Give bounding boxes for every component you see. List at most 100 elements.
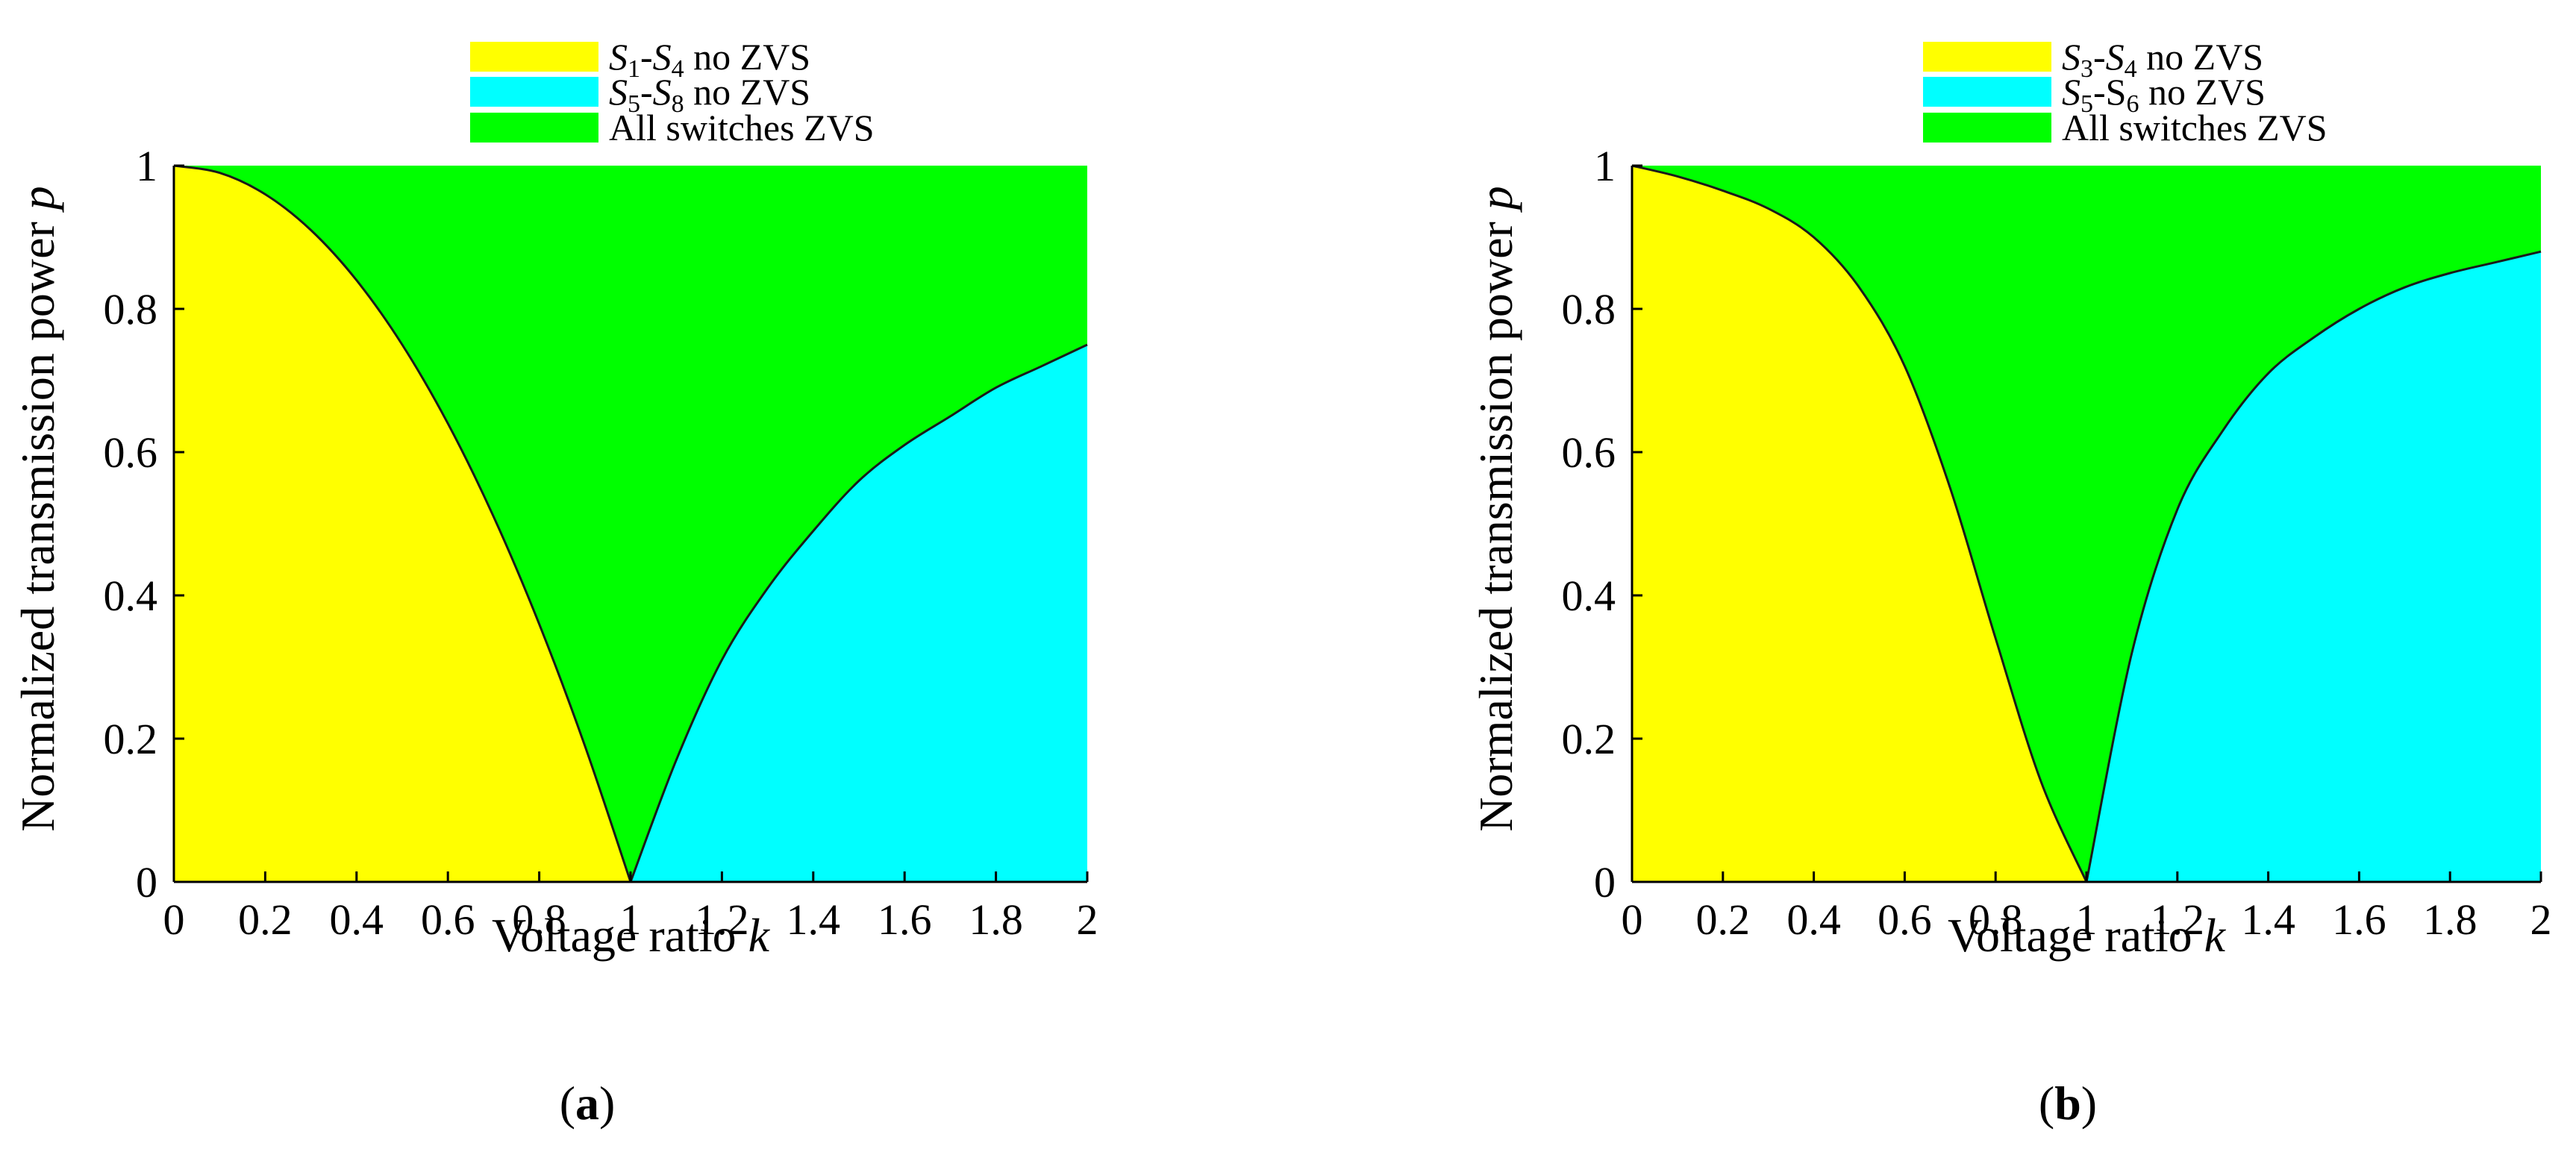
region-s5-s8-no-zvs (631, 345, 1087, 882)
legend-swatch (1923, 42, 2051, 72)
legend-symbol: S (653, 71, 672, 113)
legend-symbol: S (2062, 71, 2081, 113)
legend-subscript: 6 (2126, 90, 2139, 118)
legend-entry: S1-S4 no ZVS (609, 36, 810, 83)
panel-caption-letter: a (575, 1077, 599, 1130)
x-tick-label: 0.2 (238, 895, 293, 944)
boundary-line-s5-s6-no-zvs (2085, 250, 2542, 883)
x-axis-label: Voltage ratio k (1948, 909, 2227, 962)
panel-b: 0 0.2 0.4 0.6 0.8 1 1.2 1.4 1.6 1.8 2 0 0.2 0.4 0.6 0.8… (1469, 36, 2552, 1130)
legend-separator: -S (2093, 71, 2126, 113)
x-tick-label: 0 (163, 895, 185, 944)
x-tick-label: 0.2 (1696, 895, 1751, 944)
legend-entry: All switches ZVS (609, 107, 875, 148)
x-axis-label: Voltage ratio k (492, 909, 771, 962)
x-axis-label-text: Voltage ratio (492, 909, 748, 962)
panel-caption: (a) (560, 1077, 616, 1130)
x-tick-label: 1.6 (878, 895, 932, 944)
legend-rest: no ZVS (684, 71, 810, 113)
x-tick-label: 0.4 (1786, 895, 1841, 944)
region-s1-s4-no-zvs (174, 166, 631, 882)
x-tick-label: 1 (2076, 895, 2098, 944)
x-tick-label: 0.4 (330, 895, 384, 944)
y-tick-label: 1 (136, 142, 157, 190)
x-tick-label: 0.8 (1969, 895, 2023, 944)
x-tick-label: 2 (2530, 895, 2552, 944)
boundary-line-s3-s4-no-zvs (1631, 164, 2088, 883)
legend-separator: - (640, 36, 653, 78)
legend-subscript: 4 (672, 55, 684, 83)
legend-rest: no ZVS (2137, 36, 2263, 78)
legend-subscript: 5 (2081, 90, 2093, 118)
legend-subscript: 1 (628, 55, 640, 83)
panel-caption: (b) (2039, 1077, 2097, 1130)
legend-subscript: 5 (628, 90, 640, 118)
panel-caption-paren: ( (560, 1077, 575, 1130)
x-axis-label-var: k (748, 909, 771, 962)
x-tick-label: 1.2 (2151, 895, 2205, 944)
legend-entry: S5-S8 no ZVS (609, 71, 810, 118)
legend-swatch (1923, 113, 2051, 143)
region-s5-s6-no-zvs (2086, 251, 2541, 882)
y-tick-label: 0.8 (104, 285, 158, 334)
legend-subscript: 8 (672, 90, 684, 118)
panel-caption-paren: ) (2081, 1077, 2097, 1130)
region-s3-s4-no-zvs (1632, 166, 2086, 882)
y-tick-label: 0.4 (104, 572, 158, 620)
legend-separator: - (640, 71, 653, 113)
panel-a: 0 0.2 0.4 0.6 0.8 1 1.2 1.4 1.6 1.8 2 0 0.2 0.4 0.6 0.8… (11, 36, 1098, 1130)
legend-symbol: S (2062, 36, 2081, 78)
x-tick-label: 1.4 (2241, 895, 2295, 944)
legend-subscript: 3 (2081, 55, 2093, 83)
panel-caption-paren: ) (599, 1077, 615, 1130)
legend-separator: - (2093, 36, 2106, 78)
legend-swatch (470, 77, 598, 107)
legend-symbol: S (609, 71, 628, 113)
x-tick-label: 0.8 (512, 895, 566, 944)
x-tick-label: 1.8 (2423, 895, 2477, 944)
y-tick-label: 0 (1594, 858, 1616, 907)
legend-swatch (470, 113, 598, 143)
x-tick-label: 1 (620, 895, 642, 944)
y-tick-label: 0 (136, 858, 157, 907)
legend-text: All switches ZVS (609, 107, 875, 148)
y-axis-label-text: Normalized transmission power (11, 210, 64, 832)
boundary-line-s5-s8-no-zvs (629, 343, 1088, 883)
legend-entry: S3-S4 no ZVS (2062, 36, 2263, 83)
panel-caption-letter: b (2054, 1077, 2081, 1130)
x-tick-label: 2 (1077, 895, 1098, 944)
y-tick-label: 0.2 (1562, 715, 1616, 763)
legend-subscript: 4 (2125, 55, 2137, 83)
x-tick-label: 0 (1622, 895, 1643, 944)
y-tick-label: 0.6 (1562, 428, 1616, 477)
y-axis-label: Normalized transmission power p (11, 186, 64, 832)
x-tick-label: 1.6 (2332, 895, 2386, 944)
y-axis-label-text: Normalized transmission power (1469, 210, 1522, 832)
y-tick-label: 0.8 (1562, 285, 1616, 334)
legend-rest: no ZVS (2139, 71, 2265, 113)
legend-rest: no ZVS (684, 36, 810, 78)
legend-entry: All switches ZVS (2062, 107, 2328, 148)
y-axis-label-var: p (11, 186, 64, 213)
legend-text: All switches ZVS (2062, 107, 2328, 148)
y-tick-label: 0.6 (104, 428, 158, 477)
legend-symbol: S (653, 36, 672, 78)
x-tick-label: 1.2 (695, 895, 749, 944)
y-tick-label: 0.2 (104, 715, 158, 763)
y-tick-label: 1 (1594, 142, 1616, 190)
x-tick-label: 0.6 (421, 895, 475, 944)
boundary-line-s1-s4-no-zvs (173, 164, 632, 883)
y-axis-label-var: p (1469, 186, 1522, 213)
x-tick-label: 1.8 (969, 895, 1023, 944)
legend-swatch (1923, 77, 2051, 107)
legend-symbol: S (2106, 36, 2125, 78)
x-tick-label: 0.6 (1878, 895, 1932, 944)
y-tick-label: 0.4 (1562, 572, 1616, 620)
legend-symbol: S (609, 36, 628, 78)
y-axis-label: Normalized transmission power p (1469, 186, 1522, 832)
x-axis-label-text: Voltage ratio (1948, 909, 2204, 962)
x-axis-label-var: k (2204, 909, 2227, 962)
x-tick-label: 1.4 (787, 895, 841, 944)
legend-entry: S5-S6 no ZVS (2062, 71, 2266, 118)
